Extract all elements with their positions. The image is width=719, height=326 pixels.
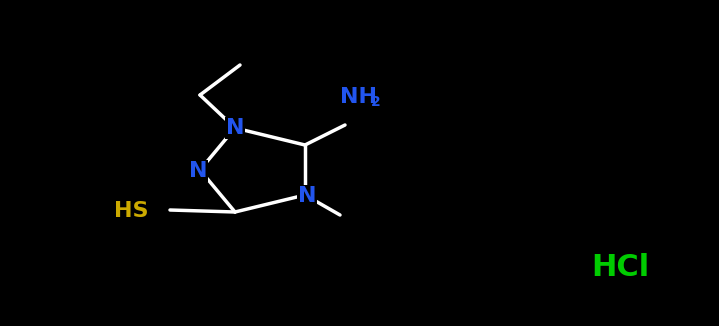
Text: HS: HS	[114, 201, 148, 221]
Text: N: N	[298, 186, 316, 206]
Text: 2: 2	[371, 95, 381, 109]
Text: NH: NH	[341, 87, 377, 107]
Text: HCl: HCl	[591, 254, 649, 283]
Text: N: N	[226, 118, 244, 138]
Text: N: N	[189, 161, 207, 181]
